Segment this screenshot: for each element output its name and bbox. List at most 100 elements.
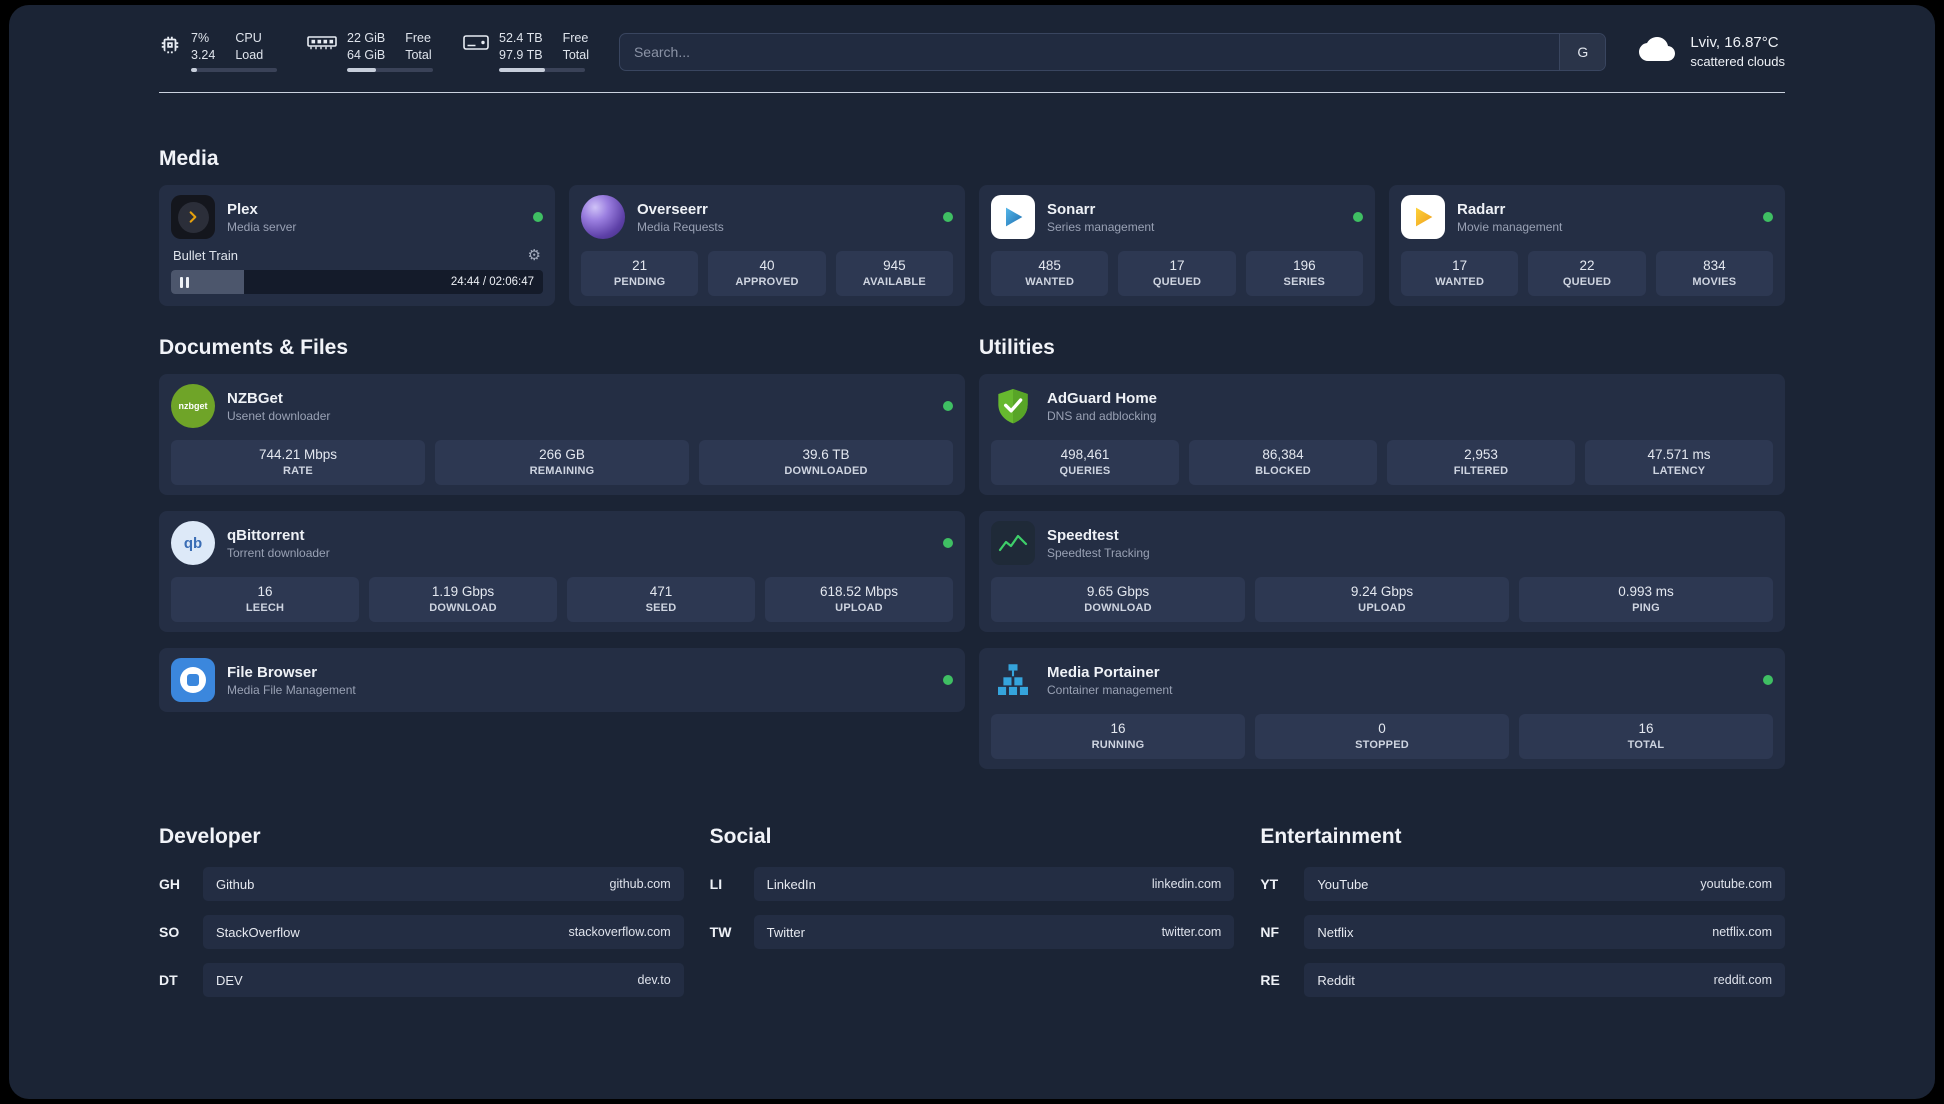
cpu-usage-bar (191, 68, 277, 72)
bookmarks-entertainment: Entertainment YT YouTube youtube.com NF N… (1260, 825, 1785, 1011)
nzbget-card[interactable]: nzbget NZBGet Usenet downloader 744.21 M… (159, 374, 965, 495)
disk-total-label: Total (562, 48, 589, 62)
disk-total-value: 97.9 TB (499, 48, 543, 62)
section-title-social: Social (709, 825, 772, 848)
app-description: Torrent downloader (227, 545, 330, 560)
app-description: Media Requests (637, 219, 724, 234)
playback-progress-bar[interactable]: 24:44 / 02:06:47 (171, 270, 543, 294)
bookmark-netflix[interactable]: NF Netflix netflix.com (1260, 915, 1785, 949)
status-dot (943, 212, 953, 222)
section-title-documents: Documents & Files (159, 336, 349, 359)
section-title-entertainment: Entertainment (1260, 825, 1402, 848)
cpu-icon (159, 34, 181, 61)
media-grid: Plex Media server Bullet Train ⚙ 24:44 /… (159, 185, 1785, 306)
now-playing-title: Bullet Train (173, 248, 239, 263)
stat-wanted: 17 WANTED (1401, 251, 1519, 296)
app-description: Movie management (1457, 219, 1563, 234)
stat-upload: 618.52 Mbps UPLOAD (765, 577, 953, 622)
stat-downloaded: 39.6 TB DOWNLOADED (699, 440, 953, 485)
stat-running: 16 RUNNING (991, 714, 1245, 759)
bookmark-linkedin[interactable]: LI LinkedIn linkedin.com (710, 867, 1235, 901)
app-name: Media Portainer (1047, 663, 1160, 681)
status-dot (943, 538, 953, 548)
bookmark-twitter[interactable]: TW Twitter twitter.com (710, 915, 1235, 949)
plex-icon (171, 195, 215, 239)
overseerr-icon (581, 195, 625, 239)
speedtest-graph-icon (991, 521, 1035, 565)
app-name: Radarr (1457, 200, 1506, 218)
qbittorrent-icon: qb (171, 521, 215, 565)
speedtest-card[interactable]: Speedtest Speedtest Tracking 9.65 Gbps D… (979, 511, 1785, 632)
portainer-crane-icon (991, 658, 1035, 702)
app-name: NZBGet (227, 389, 283, 407)
ram-free-label: Free (405, 31, 431, 45)
app-description: Series management (1047, 219, 1155, 234)
ram-total-value: 64 GiB (347, 48, 386, 62)
bookmark-dev[interactable]: DT DEV dev.to (159, 963, 684, 997)
ram-readout: 22 GiB 64 GiB Free Total (347, 31, 433, 72)
filebrowser-card[interactable]: File Browser Media File Management (159, 648, 965, 712)
header-divider (159, 92, 1785, 93)
search-engine-button[interactable]: G (1559, 33, 1606, 70)
disk-icon (463, 34, 489, 57)
gear-icon[interactable]: ⚙ (527, 247, 541, 264)
ram-usage-bar (347, 68, 433, 72)
bookmark-reddit[interactable]: RE Reddit reddit.com (1260, 963, 1785, 997)
cpu-load-label: Load (235, 48, 264, 62)
filebrowser-icon (171, 658, 215, 702)
adguard-shield-icon (991, 384, 1035, 428)
portainer-card[interactable]: Media Portainer Container management 16 … (979, 648, 1785, 769)
app-name: Sonarr (1047, 200, 1096, 218)
status-dot (1763, 675, 1773, 685)
radarr-card[interactable]: Radarr Movie management 17 WANTED 22 QUE… (1389, 185, 1785, 306)
app-description: Container management (1047, 682, 1173, 697)
stat-pending: 21 PENDING (581, 251, 699, 296)
search-bar: G (618, 32, 1607, 71)
sonarr-card[interactable]: Sonarr Series management 485 WANTED 17 Q… (979, 185, 1375, 306)
disk-usage-bar (499, 68, 585, 72)
bookmarks-social: Social LI LinkedIn linkedin.com TW Twitte… (710, 825, 1235, 1011)
adguard-card[interactable]: AdGuard Home DNS and adblocking 498,461 … (979, 374, 1785, 495)
weather-location: Lviv, 16.87°C (1690, 34, 1779, 51)
playback-progress-fill (171, 270, 244, 294)
plex-card[interactable]: Plex Media server Bullet Train ⚙ 24:44 /… (159, 185, 555, 306)
dashboard-content: 7% 3.24 CPU Load (9, 5, 1935, 1051)
stat-latency: 47.571 ms LATENCY (1585, 440, 1773, 485)
ram-icon (307, 34, 337, 57)
app-description: DNS and adblocking (1047, 408, 1157, 423)
playback-time: 24:44 / 02:06:47 (450, 276, 534, 288)
bookmark-stackoverflow[interactable]: SO StackOverflow stackoverflow.com (159, 915, 684, 949)
qbittorrent-card[interactable]: qb qBittorrent Torrent downloader 16 LEE… (159, 511, 965, 632)
disk-free-value: 52.4 TB (499, 31, 543, 45)
sonarr-icon (991, 195, 1035, 239)
nzbget-icon: nzbget (171, 384, 215, 428)
section-utilities: Utilities AdGuard Home DNS and adblockin… (979, 336, 1785, 769)
pause-icon[interactable] (180, 276, 189, 288)
app-description: Speedtest Tracking (1047, 545, 1150, 560)
status-dot (1763, 212, 1773, 222)
search-input[interactable] (619, 33, 1560, 70)
status-dot (533, 212, 543, 222)
app-description: Media File Management (227, 682, 356, 697)
plex-chevron-icon (177, 201, 209, 233)
app-description: Media server (227, 219, 297, 234)
plex-now-playing: Bullet Train ⚙ 24:44 / 02:06:47 (171, 248, 543, 294)
ram-total-label: Total (405, 48, 432, 62)
disk-widget: 52.4 TB 97.9 TB Free Total (463, 31, 589, 72)
status-dot (943, 401, 953, 411)
status-dot (943, 675, 953, 685)
bookmark-github[interactable]: GH Github github.com (159, 867, 684, 901)
cpu-widget: 7% 3.24 CPU Load (159, 31, 277, 72)
overseerr-card[interactable]: Overseerr Media Requests 21 PENDING 40 A… (569, 185, 965, 306)
bookmark-youtube[interactable]: YT YouTube youtube.com (1260, 867, 1785, 901)
cpu-label: CPU (235, 31, 262, 45)
stat-rate: 744.21 Mbps RATE (171, 440, 425, 485)
dashboard-panel: 7% 3.24 CPU Load (9, 5, 1935, 1099)
stat-download: 9.65 Gbps DOWNLOAD (991, 577, 1245, 622)
app-name: Plex (227, 200, 258, 218)
cloud-icon (1636, 34, 1678, 69)
app-name: Speedtest (1047, 526, 1119, 544)
weather-condition: scattered clouds (1690, 54, 1785, 69)
disk-free-label: Free (562, 31, 589, 45)
app-name: Overseerr (637, 200, 708, 218)
